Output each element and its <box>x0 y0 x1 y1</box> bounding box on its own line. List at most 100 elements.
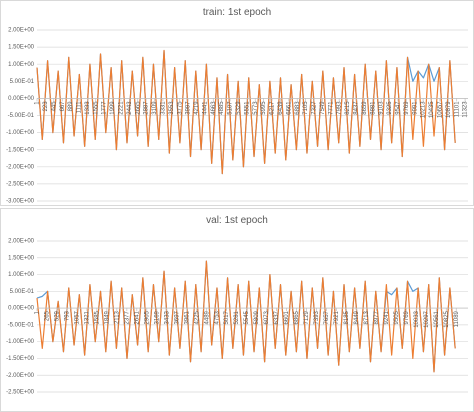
x-tick-label: 1 <box>35 101 41 105</box>
x-tick-label: 3775 <box>177 101 183 115</box>
x-tick-label: 3997 <box>186 101 192 115</box>
y-tick-label: 5.00E-01 <box>10 289 35 295</box>
x-tick-label: 1555 <box>93 101 99 115</box>
x-tick-label: 11101 <box>454 101 460 117</box>
x-tick-label: 3331 <box>160 101 166 115</box>
x-tick-label: 8185 <box>344 310 350 324</box>
x-tick-label: 11323 <box>463 101 469 118</box>
x-tick-label: 1057 <box>75 310 81 324</box>
x-tick-label: 6439 <box>278 101 284 115</box>
x-tick-label: 9241 <box>384 310 390 324</box>
x-tick-label: 7657 <box>324 310 330 324</box>
x-tick-label: 9325 <box>387 101 393 115</box>
x-tick-label: 9547 <box>396 101 402 115</box>
y-tick-label: 1.00E+00 <box>8 62 35 68</box>
x-tick-label: 3433 <box>164 310 170 324</box>
x-tick-label: 667 <box>60 101 66 112</box>
x-tick-label: 1849 <box>104 310 110 324</box>
x-tick-label: 8659 <box>362 101 368 115</box>
x-tick-label: 6217 <box>270 101 276 115</box>
x-tick-label: 7549 <box>320 101 326 115</box>
x-tick-label: 8437 <box>354 101 360 115</box>
x-tick-label: 5773 <box>253 101 259 115</box>
x-tick-label: 3169 <box>154 310 160 324</box>
x-tick-label: 5107 <box>228 101 234 115</box>
x-tick-label: 3697 <box>174 310 180 324</box>
chart-title: val: 1st epoch <box>206 215 268 226</box>
x-tick-label: 5329 <box>236 101 242 115</box>
x-tick-label: 4489 <box>204 310 210 324</box>
x-tick-label: 2377 <box>124 310 130 324</box>
x-tick-label: 6601 <box>284 310 290 324</box>
x-tick-label: 8215 <box>345 101 351 115</box>
x-tick-label: 529 <box>55 310 61 321</box>
y-tick-label: 0.00E+00 <box>8 96 35 102</box>
x-tick-label: 2221 <box>119 101 125 115</box>
y-tick-label: 1.50E+00 <box>8 45 35 51</box>
x-tick-label: 4753 <box>214 310 220 324</box>
x-tick-label: 7105 <box>303 101 309 115</box>
x-tick-label: 5995 <box>261 101 267 115</box>
x-tick-label: 4225 <box>194 310 200 324</box>
series-line <box>36 49 456 175</box>
x-tick-label: 7993 <box>337 101 343 115</box>
x-tick-label: 7921 <box>334 310 340 324</box>
x-tick-label: 3109 <box>152 101 158 115</box>
x-tick-label: 223 <box>43 101 49 112</box>
y-tick-label: 1.00E+00 <box>8 272 35 278</box>
x-tick-label: 3961 <box>184 310 190 324</box>
y-tick-label: -5.00E-01 <box>8 322 35 328</box>
x-tick-label: 6661 <box>286 101 292 115</box>
x-tick-label: 10435 <box>429 101 435 118</box>
x-tick-label: 5809 <box>254 310 260 324</box>
x-tick-label: 1999 <box>110 101 116 115</box>
x-tick-label: 8977 <box>374 310 380 324</box>
x-tick-label: 1 <box>35 310 41 314</box>
x-tick-label: 3553 <box>169 101 175 115</box>
y-tick-label: -1.50E+00 <box>6 356 35 362</box>
x-tick-label: 9991 <box>412 101 418 115</box>
x-tick-label: 4219 <box>194 101 200 115</box>
x-tick-label: 1111 <box>77 101 83 114</box>
x-tick-label: 10213 <box>421 101 427 118</box>
y-tick-label: -1.00E+00 <box>6 339 35 345</box>
y-tick-label: 1.50E+00 <box>8 255 35 261</box>
x-tick-label: 2665 <box>135 101 141 115</box>
x-tick-label: 6073 <box>264 310 270 324</box>
x-tick-label: 889 <box>68 101 74 112</box>
x-tick-label: 265 <box>45 310 51 321</box>
y-tick-label: 2.00E+00 <box>8 28 35 34</box>
x-tick-label: 5545 <box>244 310 250 324</box>
x-tick-label: 10561 <box>434 310 440 327</box>
x-tick-label: 4441 <box>202 101 208 115</box>
y-tick-label: -2.50E+00 <box>6 181 35 187</box>
x-tick-label: 6883 <box>295 101 301 115</box>
x-tick-label: 10657 <box>437 101 443 118</box>
x-tick-label: 1585 <box>94 310 100 324</box>
x-tick-label: 10033 <box>414 310 420 327</box>
y-tick-label: -5.00E-01 <box>8 113 35 119</box>
x-tick-label: 9505 <box>394 310 400 324</box>
x-tick-label: 8881 <box>370 101 376 115</box>
x-tick-label: 10879 <box>446 101 452 118</box>
chart-title: train: 1st epoch <box>203 7 271 18</box>
y-tick-label: 0.00E+00 <box>8 306 35 312</box>
y-tick-label: -1.00E+00 <box>6 130 35 136</box>
x-tick-label: 2113 <box>114 310 120 324</box>
y-tick-label: 5.00E-01 <box>10 79 35 85</box>
x-tick-label: 9769 <box>404 310 410 324</box>
x-tick-label: 2443 <box>127 101 133 115</box>
y-tick-label: -2.00E+00 <box>6 373 35 379</box>
x-tick-label: 2641 <box>134 310 140 324</box>
series-line <box>36 260 456 373</box>
x-tick-label: 5281 <box>234 310 240 324</box>
x-tick-label: 6337 <box>274 310 280 324</box>
x-tick-label: 4663 <box>211 101 217 115</box>
x-tick-label: 2887 <box>144 101 150 115</box>
x-tick-label: 7327 <box>312 101 318 115</box>
y-tick-label: 2.00E+00 <box>8 239 35 245</box>
x-tick-label: 8713 <box>364 310 370 324</box>
x-tick-label: 11089 <box>454 310 460 327</box>
